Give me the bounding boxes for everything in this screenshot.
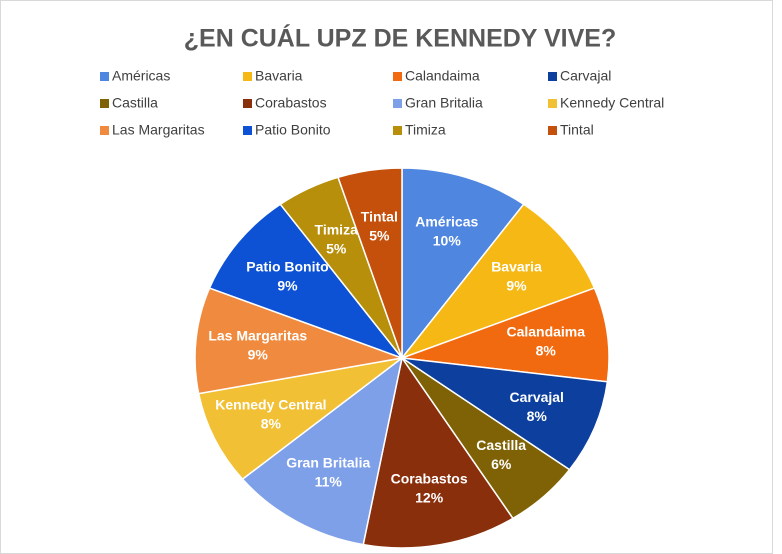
pie-slice bbox=[401, 167, 525, 361]
slice-category: Las Margaritas bbox=[208, 327, 307, 343]
legend-swatch bbox=[393, 99, 402, 108]
legend-swatch bbox=[100, 99, 109, 108]
slice-label: Bavaria 9% bbox=[491, 258, 542, 293]
slice-value: 9% bbox=[277, 277, 298, 293]
pie-slice bbox=[399, 203, 596, 360]
slice-label: Américas 10% bbox=[415, 213, 478, 248]
slice-value: 12% bbox=[415, 489, 444, 505]
slice-label: Patio Bonito 9% bbox=[246, 258, 328, 293]
legend-label: Américas bbox=[112, 68, 170, 84]
pie-slice bbox=[362, 356, 514, 549]
legend-swatch bbox=[548, 72, 557, 81]
slice-value: 9% bbox=[248, 346, 269, 362]
pie-slice bbox=[337, 167, 403, 359]
slice-category: Américas bbox=[415, 213, 478, 229]
pie-slice bbox=[401, 357, 609, 471]
slice-label: Corabastos 12% bbox=[391, 470, 468, 505]
slice-label: Carvajal 8% bbox=[509, 389, 563, 424]
slice-value: 8% bbox=[527, 408, 548, 424]
slice-category: Kennedy Central bbox=[215, 396, 326, 412]
slice-label: Tintal 5% bbox=[361, 208, 398, 243]
legend-swatch bbox=[100, 72, 109, 81]
pie-slice bbox=[401, 287, 610, 383]
slice-value: 10% bbox=[433, 232, 462, 248]
slice-label: Kennedy Central 8% bbox=[215, 396, 326, 431]
slice-category: Patio Bonito bbox=[246, 258, 328, 274]
legend-swatch bbox=[243, 126, 252, 135]
slice-category: Castilla bbox=[476, 437, 526, 453]
legend-swatch bbox=[243, 99, 252, 108]
slice-value: 6% bbox=[491, 456, 512, 472]
legend-label: Corabastos bbox=[255, 95, 327, 111]
legend-label: Bavaria bbox=[255, 68, 303, 84]
pie-slice bbox=[194, 287, 405, 395]
slice-category: Carvajal bbox=[509, 389, 563, 405]
slice-label: Timiza 5% bbox=[315, 221, 359, 256]
legend-swatch bbox=[243, 72, 252, 81]
legend-swatch bbox=[393, 126, 402, 135]
slice-label: Gran Britalia 11% bbox=[286, 454, 370, 489]
chart-title: ¿EN CUÁL UPZ DE KENNEDY VIVE? bbox=[184, 24, 616, 53]
slice-value: 5% bbox=[326, 240, 347, 256]
legend-label: Timiza bbox=[405, 122, 446, 138]
slice-value: 8% bbox=[261, 415, 282, 431]
legend-label: Kennedy Central bbox=[560, 95, 664, 111]
slice-value: 11% bbox=[315, 473, 343, 489]
pie-slice bbox=[241, 356, 404, 546]
slice-label: Calandaima 8% bbox=[506, 323, 585, 358]
slice-category: Tintal bbox=[361, 208, 398, 224]
pie-slice bbox=[197, 357, 403, 481]
slice-value: 8% bbox=[536, 342, 557, 358]
slice-value: 9% bbox=[506, 277, 527, 293]
slice-category: Gran Britalia bbox=[286, 454, 370, 470]
legend-label: Castilla bbox=[112, 95, 158, 111]
legend-swatch bbox=[393, 72, 402, 81]
legend-label: Tintal bbox=[560, 122, 594, 138]
slice-value: 5% bbox=[369, 227, 390, 243]
legend-label: Las Margaritas bbox=[112, 122, 205, 138]
legend-swatch bbox=[548, 126, 557, 135]
legend-label: Calandaima bbox=[405, 68, 480, 84]
legend-label: Carvajal bbox=[560, 68, 611, 84]
legend-label: Patio Bonito bbox=[255, 122, 331, 138]
slice-category: Corabastos bbox=[391, 470, 468, 486]
slice-category: Calandaima bbox=[506, 323, 585, 339]
slice-category: Bavaria bbox=[491, 258, 542, 274]
slice-label: Castilla 6% bbox=[476, 437, 526, 472]
legend-label: Gran Britalia bbox=[405, 95, 483, 111]
legend-swatch bbox=[100, 126, 109, 135]
slice-label: Las Margaritas 9% bbox=[208, 327, 307, 362]
legend-swatch bbox=[548, 99, 557, 108]
pie-slice bbox=[208, 203, 405, 360]
slice-category: Timiza bbox=[315, 221, 359, 237]
